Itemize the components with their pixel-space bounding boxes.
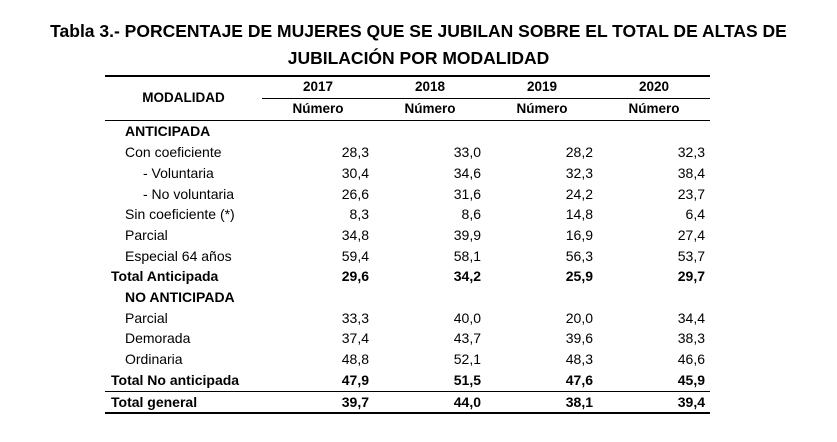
cell-value: 47,9 [262,369,374,392]
row-label: Total general [105,391,262,415]
cell-value: 39,4 [598,391,710,415]
cell-value: 34,8 [341,226,369,243]
row-label: Parcial [125,309,168,326]
total-row: Total general 39,7 44,0 38,1 39,4 [105,391,710,415]
cell-value: 28,2 [565,144,593,161]
header-unit: Número [374,98,486,122]
cell-value: 23,7 [677,185,705,202]
row-label: - Voluntaria [143,164,214,181]
cell-value: 56,3 [565,247,593,264]
cell-value: 48,3 [565,351,593,368]
cell-value: 39,7 [262,391,374,415]
cell-value: 26,6 [341,185,369,202]
header-year: 2017 [262,74,374,99]
cell-value: 34,4 [677,309,705,326]
table-title: Tabla 3.- PORCENTAJE DE MUJERES QUE SE J… [0,18,837,72]
cell-value: 32,3 [677,144,705,161]
cell-value [262,287,374,308]
table-row: - No voluntaria 26,6 31,6 24,2 23,7 [105,184,710,205]
cell-value: 8,6 [461,206,481,223]
cell-value: 44,0 [374,391,486,415]
cell-value: 30,4 [341,164,369,181]
cell-value: 38,3 [677,330,705,347]
row-label: Parcial [125,226,168,243]
row-label: Con coeficiente [125,144,222,161]
cell-value: 51,5 [374,369,486,392]
cell-value: 45,9 [598,369,710,392]
header-unit: Número [486,98,598,122]
cell-value [262,121,374,142]
cell-value: 14,8 [565,206,593,223]
section-row: NO ANTICIPADA [105,287,710,308]
cell-value [598,287,710,308]
title-line-2: JUBILACIÓN POR MODALIDAD [287,48,550,68]
cell-value: 27,4 [677,226,705,243]
table-row: Especial 64 años 59,4 58,1 56,3 53,7 [105,246,710,267]
cell-value: 20,0 [565,309,593,326]
cell-value [374,121,486,142]
cell-value: 25,9 [565,268,593,285]
table-row: Ordinaria 48,8 52,1 48,3 46,6 [105,349,710,370]
table-row: Sin coeficiente (*) 8,3 8,6 14,8 6,4 [105,204,710,225]
cell-value: 39,6 [565,330,593,347]
header-modalidad: MODALIDAD [105,75,262,122]
cell-value: 34,6 [453,164,481,181]
table-row: Parcial 34,8 39,9 16,9 27,4 [105,225,710,246]
table-row: - Voluntaria 30,4 34,6 32,3 38,4 [105,163,710,184]
cell-value: 43,7 [453,330,481,347]
header-year: 2019 [486,74,598,99]
total-row: Total No anticipada 47,9 51,5 47,6 45,9 [105,369,710,392]
header-unit: Número [598,98,710,122]
cell-value: 46,6 [677,351,705,368]
cell-value: 53,7 [677,247,705,264]
cell-value: 52,1 [453,351,481,368]
cell-value: 38,4 [677,164,705,181]
row-label: Ordinaria [125,351,183,368]
row-label: Total No anticipada [105,369,262,392]
cell-value: 33,3 [341,309,369,326]
row-label: Especial 64 años [125,247,232,264]
cell-value [486,287,598,308]
cell-value: 6,4 [685,206,705,223]
header-year: 2018 [374,74,486,99]
cell-value: 8,3 [349,206,369,223]
cell-value: 48,8 [341,351,369,368]
cell-value [598,121,710,142]
table-row: Demorada 37,4 43,7 39,6 38,3 [105,328,710,349]
header-year: 2020 [598,74,710,99]
data-table: MODALIDAD 2017 2018 2019 2020 Número Núm… [105,74,710,415]
row-label: Total Anticipada [111,268,219,285]
cell-value: 32,3 [565,164,593,181]
row-label: Demorada [125,330,191,347]
total-row: Total Anticipada 29,6 34,2 25,9 29,7 [105,266,710,287]
cell-value: 47,6 [486,369,598,392]
row-label: - No voluntaria [143,185,235,202]
row-label: ANTICIPADA [125,123,211,140]
cell-value [486,121,598,142]
title-line-1: Tabla 3.- PORCENTAJE DE MUJERES QUE SE J… [50,21,787,41]
header-unit: Número [262,98,374,122]
row-label: NO ANTICIPADA [125,289,235,306]
table-row: Parcial 33,3 40,0 20,0 34,4 [105,308,710,329]
cell-value: 58,1 [453,247,481,264]
cell-value: 38,1 [486,391,598,415]
section-row: ANTICIPADA [105,121,710,142]
cell-value: 39,9 [453,226,481,243]
cell-value: 28,3 [341,144,369,161]
cell-value: 16,9 [565,226,593,243]
cell-value: 24,2 [565,185,593,202]
cell-value: 59,4 [341,247,369,264]
cell-value: 34,2 [453,268,481,285]
cell-value [374,287,486,308]
row-label: Sin coeficiente (*) [125,206,235,223]
table-row: Con coeficiente 28,3 33,0 28,2 32,3 [105,142,710,163]
cell-value: 31,6 [453,185,481,202]
cell-value: 37,4 [341,330,369,347]
cell-value: 40,0 [453,309,481,326]
cell-value: 29,7 [677,268,705,285]
cell-value: 29,6 [341,268,369,285]
cell-value: 33,0 [453,144,481,161]
